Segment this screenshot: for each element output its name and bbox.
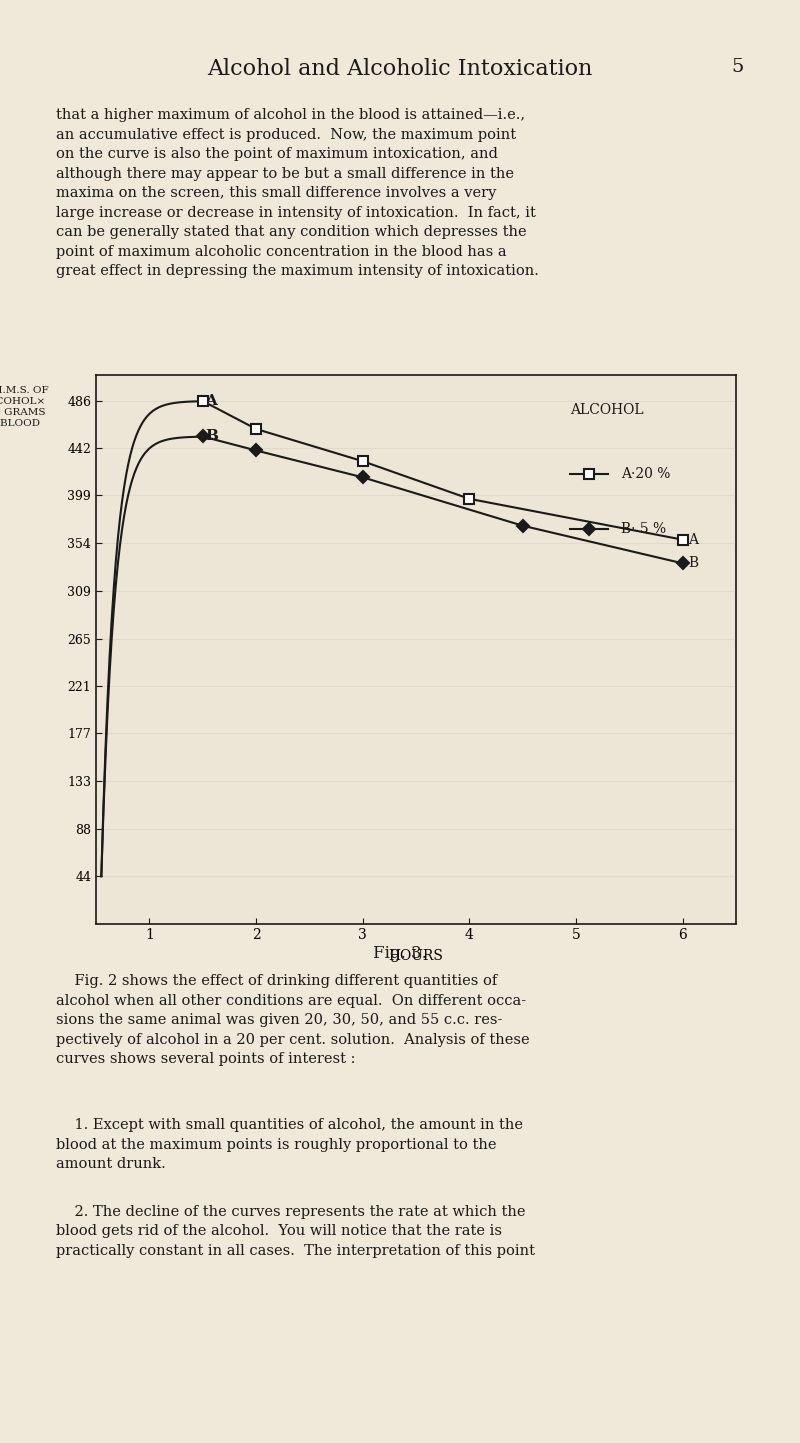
- Text: 1. Except with small quantities of alcohol, the amount in the
blood at the maxim: 1. Except with small quantities of alcoh…: [56, 1118, 523, 1172]
- Text: C.M.M.S. OF
ALCOHOL×
100 GRAMS
OF BLOOD: C.M.M.S. OF ALCOHOL× 100 GRAMS OF BLOOD: [0, 387, 49, 429]
- Text: 2. The decline of the curves represents the rate at which the
blood gets rid of : 2. The decline of the curves represents …: [56, 1205, 535, 1258]
- Text: Alcohol and Alcoholic Intoxication: Alcohol and Alcoholic Intoxication: [207, 58, 593, 79]
- Text: ALCOHOL: ALCOHOL: [570, 403, 643, 417]
- Text: that a higher maximum of alcohol in the blood is attained—i.e.,
an accumulative : that a higher maximum of alcohol in the …: [56, 108, 539, 278]
- Text: A: A: [688, 532, 698, 547]
- Text: Fig. 2 shows the effect of drinking different quantities of
alcohol when all oth: Fig. 2 shows the effect of drinking diff…: [56, 974, 530, 1066]
- Text: B· 5 %: B· 5 %: [621, 522, 666, 535]
- Text: A: A: [205, 394, 217, 408]
- Text: A·20 %: A·20 %: [621, 468, 670, 481]
- Text: Fig. 3.: Fig. 3.: [373, 945, 427, 962]
- Text: 5: 5: [732, 58, 744, 75]
- Text: B: B: [205, 430, 218, 443]
- Text: B: B: [688, 557, 698, 570]
- X-axis label: HOURS: HOURS: [389, 949, 443, 964]
